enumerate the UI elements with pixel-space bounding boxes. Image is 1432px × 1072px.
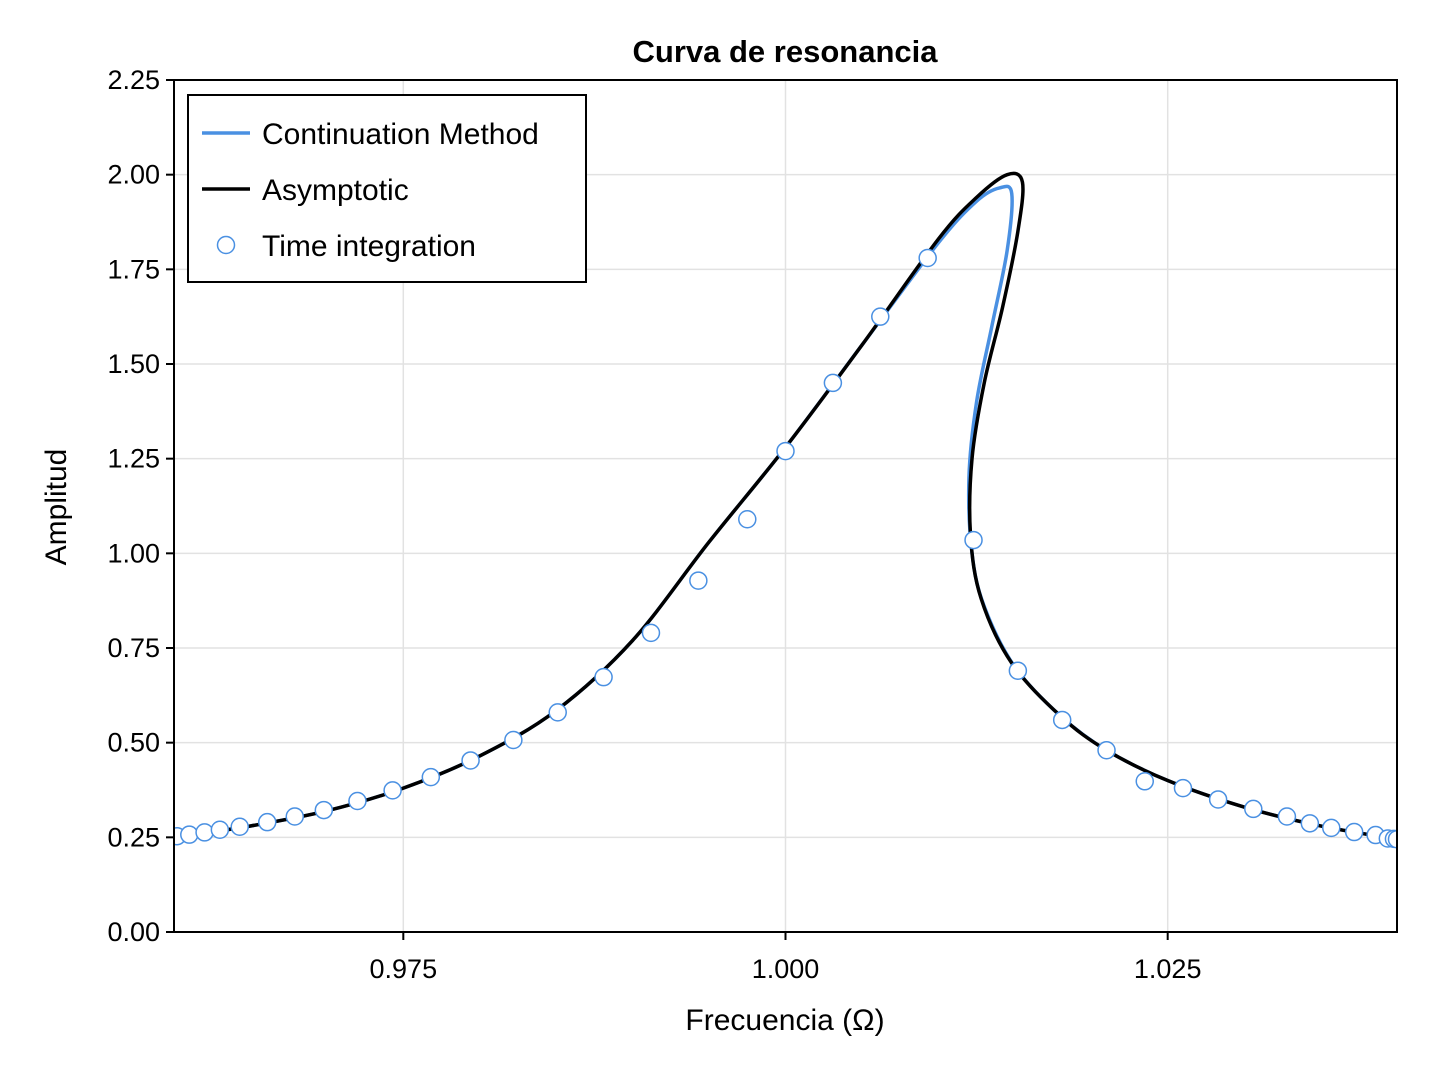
scatter-point: [230, 817, 249, 836]
x-tick-label: 1.000: [752, 954, 820, 984]
scatter-point: [641, 623, 661, 643]
legend-label-time-integration: Time integration: [262, 230, 476, 263]
y-tick-label: 0.75: [107, 633, 160, 663]
y-tick-label: 2.25: [107, 65, 160, 95]
scatter-point: [285, 807, 305, 826]
y-tick-label: 1.50: [107, 349, 160, 379]
legend: Continuation Method Asymptotic Time integr…: [187, 94, 587, 283]
scatter-point: [918, 248, 937, 268]
data-layer: [174, 171, 1397, 849]
x-tick-label: 0.975: [370, 954, 438, 984]
scatter-point: [461, 751, 480, 770]
scatter-point: [1135, 772, 1155, 791]
scatter-point: [180, 825, 199, 844]
scatter-point: [1052, 710, 1072, 730]
y-axis-label: Amplitud: [40, 449, 73, 566]
scatter-point: [258, 812, 277, 832]
legend-box: [187, 94, 587, 283]
scatter-point: [594, 667, 613, 687]
legend-swatch-time-integration: [216, 235, 236, 255]
scatter-point: [1277, 807, 1297, 826]
scatter-point: [776, 441, 795, 461]
scatter-point: [1300, 814, 1320, 833]
scatter-point: [823, 373, 843, 393]
scatter-point: [195, 823, 214, 842]
scatter-point: [1208, 790, 1228, 809]
scatter-point: [504, 730, 523, 750]
scatter-point: [314, 800, 334, 820]
scatter-point: [1173, 778, 1193, 798]
scatter-point: [964, 530, 983, 550]
scatter-point: [421, 767, 441, 787]
scatter-point: [210, 820, 230, 840]
scatter-point: [871, 307, 890, 326]
scatter-point: [738, 510, 757, 529]
scatter-point: [1008, 661, 1028, 680]
scatter-point: [1387, 829, 1397, 849]
y-tick-label: 0.00: [107, 917, 160, 947]
y-tick-label: 1.25: [107, 444, 160, 474]
scatter-point: [1244, 799, 1263, 819]
scatter-point: [1097, 740, 1116, 760]
scatter-point: [383, 781, 402, 800]
axis-ticks: 0.00 0.25 0.50 0.75 1.00 1.25 1.50 1.75 2.00 2.25…: [107, 65, 1201, 984]
y-tick-label: 0.50: [107, 728, 160, 758]
scatter-point: [1344, 822, 1364, 842]
chart-title: Curva de resonancia: [633, 34, 939, 69]
y-tick-label: 1.75: [107, 254, 160, 284]
plot-area: [174, 171, 1397, 849]
legend-label-asymptotic: Asymptotic: [262, 174, 409, 207]
scatter-point: [348, 791, 367, 811]
y-tick-label: 0.25: [107, 822, 160, 852]
scatter-point: [1322, 818, 1341, 838]
x-tick-label: 1.025: [1134, 954, 1202, 984]
x-axis-label: Frecuencia (Ω): [685, 1004, 884, 1037]
scatter-point: [548, 703, 567, 722]
y-tick-label: 1.00: [107, 538, 160, 568]
legend-label-continuation-method: Continuation Method: [262, 118, 539, 151]
y-tick-label: 2.00: [107, 160, 160, 190]
scatter-point: [689, 571, 708, 590]
